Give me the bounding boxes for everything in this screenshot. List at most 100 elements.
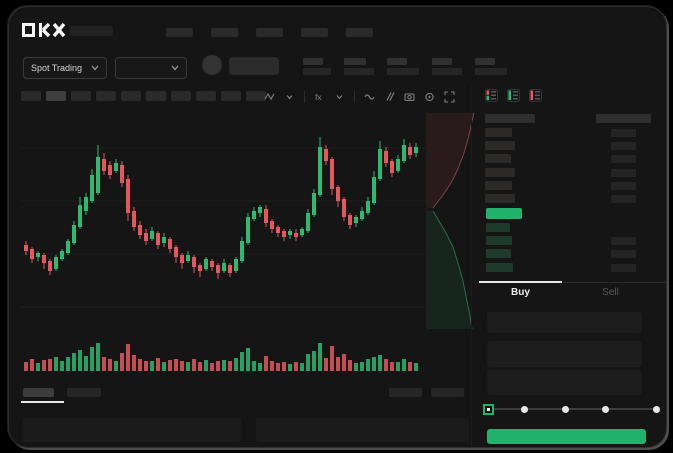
nav-item-placeholder[interactable] — [346, 28, 373, 37]
interval-button-placeholder[interactable] — [171, 91, 191, 101]
market-stat — [303, 58, 331, 75]
stat-value-placeholder — [387, 68, 419, 75]
tab-active-indicator — [479, 281, 562, 283]
interval-button-placeholder[interactable] — [46, 91, 66, 101]
orderbook-view-switcher — [485, 89, 542, 107]
order-panel — [471, 85, 667, 447]
fullscreen-icon[interactable] — [444, 90, 455, 103]
pair-name-placeholder — [229, 57, 279, 75]
coin-avatar — [202, 55, 222, 75]
trading-mode-label: Spot Trading — [31, 63, 83, 73]
bid-amount-placeholder — [611, 250, 636, 258]
okx-logo-icon — [22, 22, 66, 38]
toolbar-separator — [354, 90, 355, 103]
tab-divider — [479, 282, 666, 283]
market-stat — [432, 58, 462, 75]
chevron-down-icon[interactable] — [284, 91, 295, 103]
stat-label-placeholder — [475, 58, 495, 65]
ask-price-placeholder[interactable] — [485, 154, 511, 163]
interval-button-placeholder[interactable] — [246, 91, 266, 101]
bottom-tab-placeholder[interactable] — [67, 388, 101, 397]
bid-amount-placeholder — [611, 264, 636, 272]
interval-button-placeholder[interactable] — [196, 91, 216, 101]
bid-price-placeholder[interactable] — [486, 249, 511, 258]
slider-handle[interactable] — [483, 404, 494, 415]
orderbook-header-amount — [596, 114, 651, 123]
bid-price-placeholder[interactable] — [486, 223, 510, 232]
candlestick-chart[interactable] — [21, 107, 426, 375]
book-bids-icon[interactable] — [507, 89, 520, 107]
compare-icon[interactable] — [384, 91, 395, 103]
settings-icon[interactable] — [424, 91, 435, 103]
interval-toolbar — [21, 91, 266, 101]
order-input-placeholder[interactable] — [487, 312, 642, 333]
bottom-right-placeholder — [431, 388, 464, 397]
nav-item-placeholder[interactable] — [211, 28, 238, 37]
interval-button-placeholder[interactable] — [146, 91, 166, 101]
ask-amount-placeholder — [611, 169, 636, 177]
svg-text:fx: fx — [315, 92, 322, 102]
slider-stop[interactable] — [653, 406, 660, 413]
tab-sell[interactable]: Sell — [602, 287, 619, 298]
chevron-down-icon[interactable] — [334, 91, 345, 103]
okx-logo[interactable] — [22, 22, 68, 38]
interval-button-placeholder[interactable] — [96, 91, 116, 101]
ask-amount-placeholder — [611, 129, 636, 137]
buy-submit-button[interactable] — [487, 429, 646, 444]
chart-tools: fx — [264, 90, 455, 103]
market-stat — [387, 58, 419, 75]
ask-price-placeholder[interactable] — [485, 194, 515, 203]
bid-price-placeholder[interactable] — [486, 236, 512, 245]
orderbook-last-price[interactable] — [486, 208, 522, 219]
book-combined-icon[interactable] — [485, 89, 498, 107]
order-input-placeholder[interactable] — [487, 341, 642, 367]
line-wave-icon[interactable] — [364, 91, 375, 103]
indicator-fx-icon[interactable]: fx — [314, 91, 325, 103]
bottom-tab-active-placeholder[interactable] — [23, 388, 54, 397]
depth-chart — [426, 111, 479, 331]
interval-button-placeholder[interactable] — [121, 91, 141, 101]
nav-item-placeholder[interactable] — [301, 28, 328, 37]
toolbar-separator — [304, 90, 305, 103]
ask-amount-placeholder — [611, 155, 636, 163]
app-window: Spot Trading fx Buy Sell — [8, 6, 667, 448]
nav-item-placeholder[interactable] — [166, 28, 193, 37]
stat-value-placeholder — [303, 68, 331, 75]
bid-price-placeholder[interactable] — [486, 263, 513, 272]
stat-value-placeholder — [432, 68, 462, 75]
top-nav — [166, 28, 373, 37]
tab-buy[interactable]: Buy — [511, 287, 530, 298]
interval-button-placeholder[interactable] — [221, 91, 241, 101]
bid-amount-placeholder — [611, 237, 636, 245]
stat-value-placeholder — [475, 68, 507, 75]
interval-button-placeholder[interactable] — [21, 91, 41, 101]
pair-dropdown[interactable] — [115, 57, 187, 79]
trading-mode-dropdown[interactable]: Spot Trading — [23, 57, 107, 79]
book-asks-icon[interactable] — [529, 89, 542, 107]
market-stats — [303, 58, 507, 75]
ask-price-placeholder[interactable] — [485, 128, 512, 137]
slider-stop[interactable] — [602, 406, 609, 413]
nav-item-placeholder[interactable] — [256, 28, 283, 37]
header-search-placeholder[interactable] — [70, 26, 113, 36]
candle-style-icon[interactable] — [264, 91, 275, 103]
interval-button-placeholder[interactable] — [71, 91, 91, 101]
slider-stop[interactable] — [562, 406, 569, 413]
ask-price-placeholder[interactable] — [485, 168, 515, 177]
orderbook-header-price — [485, 114, 535, 123]
ask-price-placeholder[interactable] — [485, 141, 515, 150]
snapshot-icon[interactable] — [404, 91, 415, 103]
bottom-tab-underline — [21, 401, 64, 403]
amount-slider[interactable] — [488, 408, 656, 410]
ask-amount-placeholder — [611, 182, 636, 190]
slider-stop[interactable] — [521, 406, 528, 413]
chevron-down-icon — [91, 65, 99, 71]
bottom-right-placeholder — [389, 388, 422, 397]
market-stat — [475, 58, 507, 75]
ask-price-placeholder[interactable] — [485, 181, 512, 190]
bottom-panel-placeholder — [256, 418, 469, 442]
stat-label-placeholder — [344, 58, 366, 65]
order-input-placeholder[interactable] — [487, 370, 642, 395]
stat-label-placeholder — [387, 58, 407, 65]
stat-label-placeholder — [303, 58, 323, 65]
